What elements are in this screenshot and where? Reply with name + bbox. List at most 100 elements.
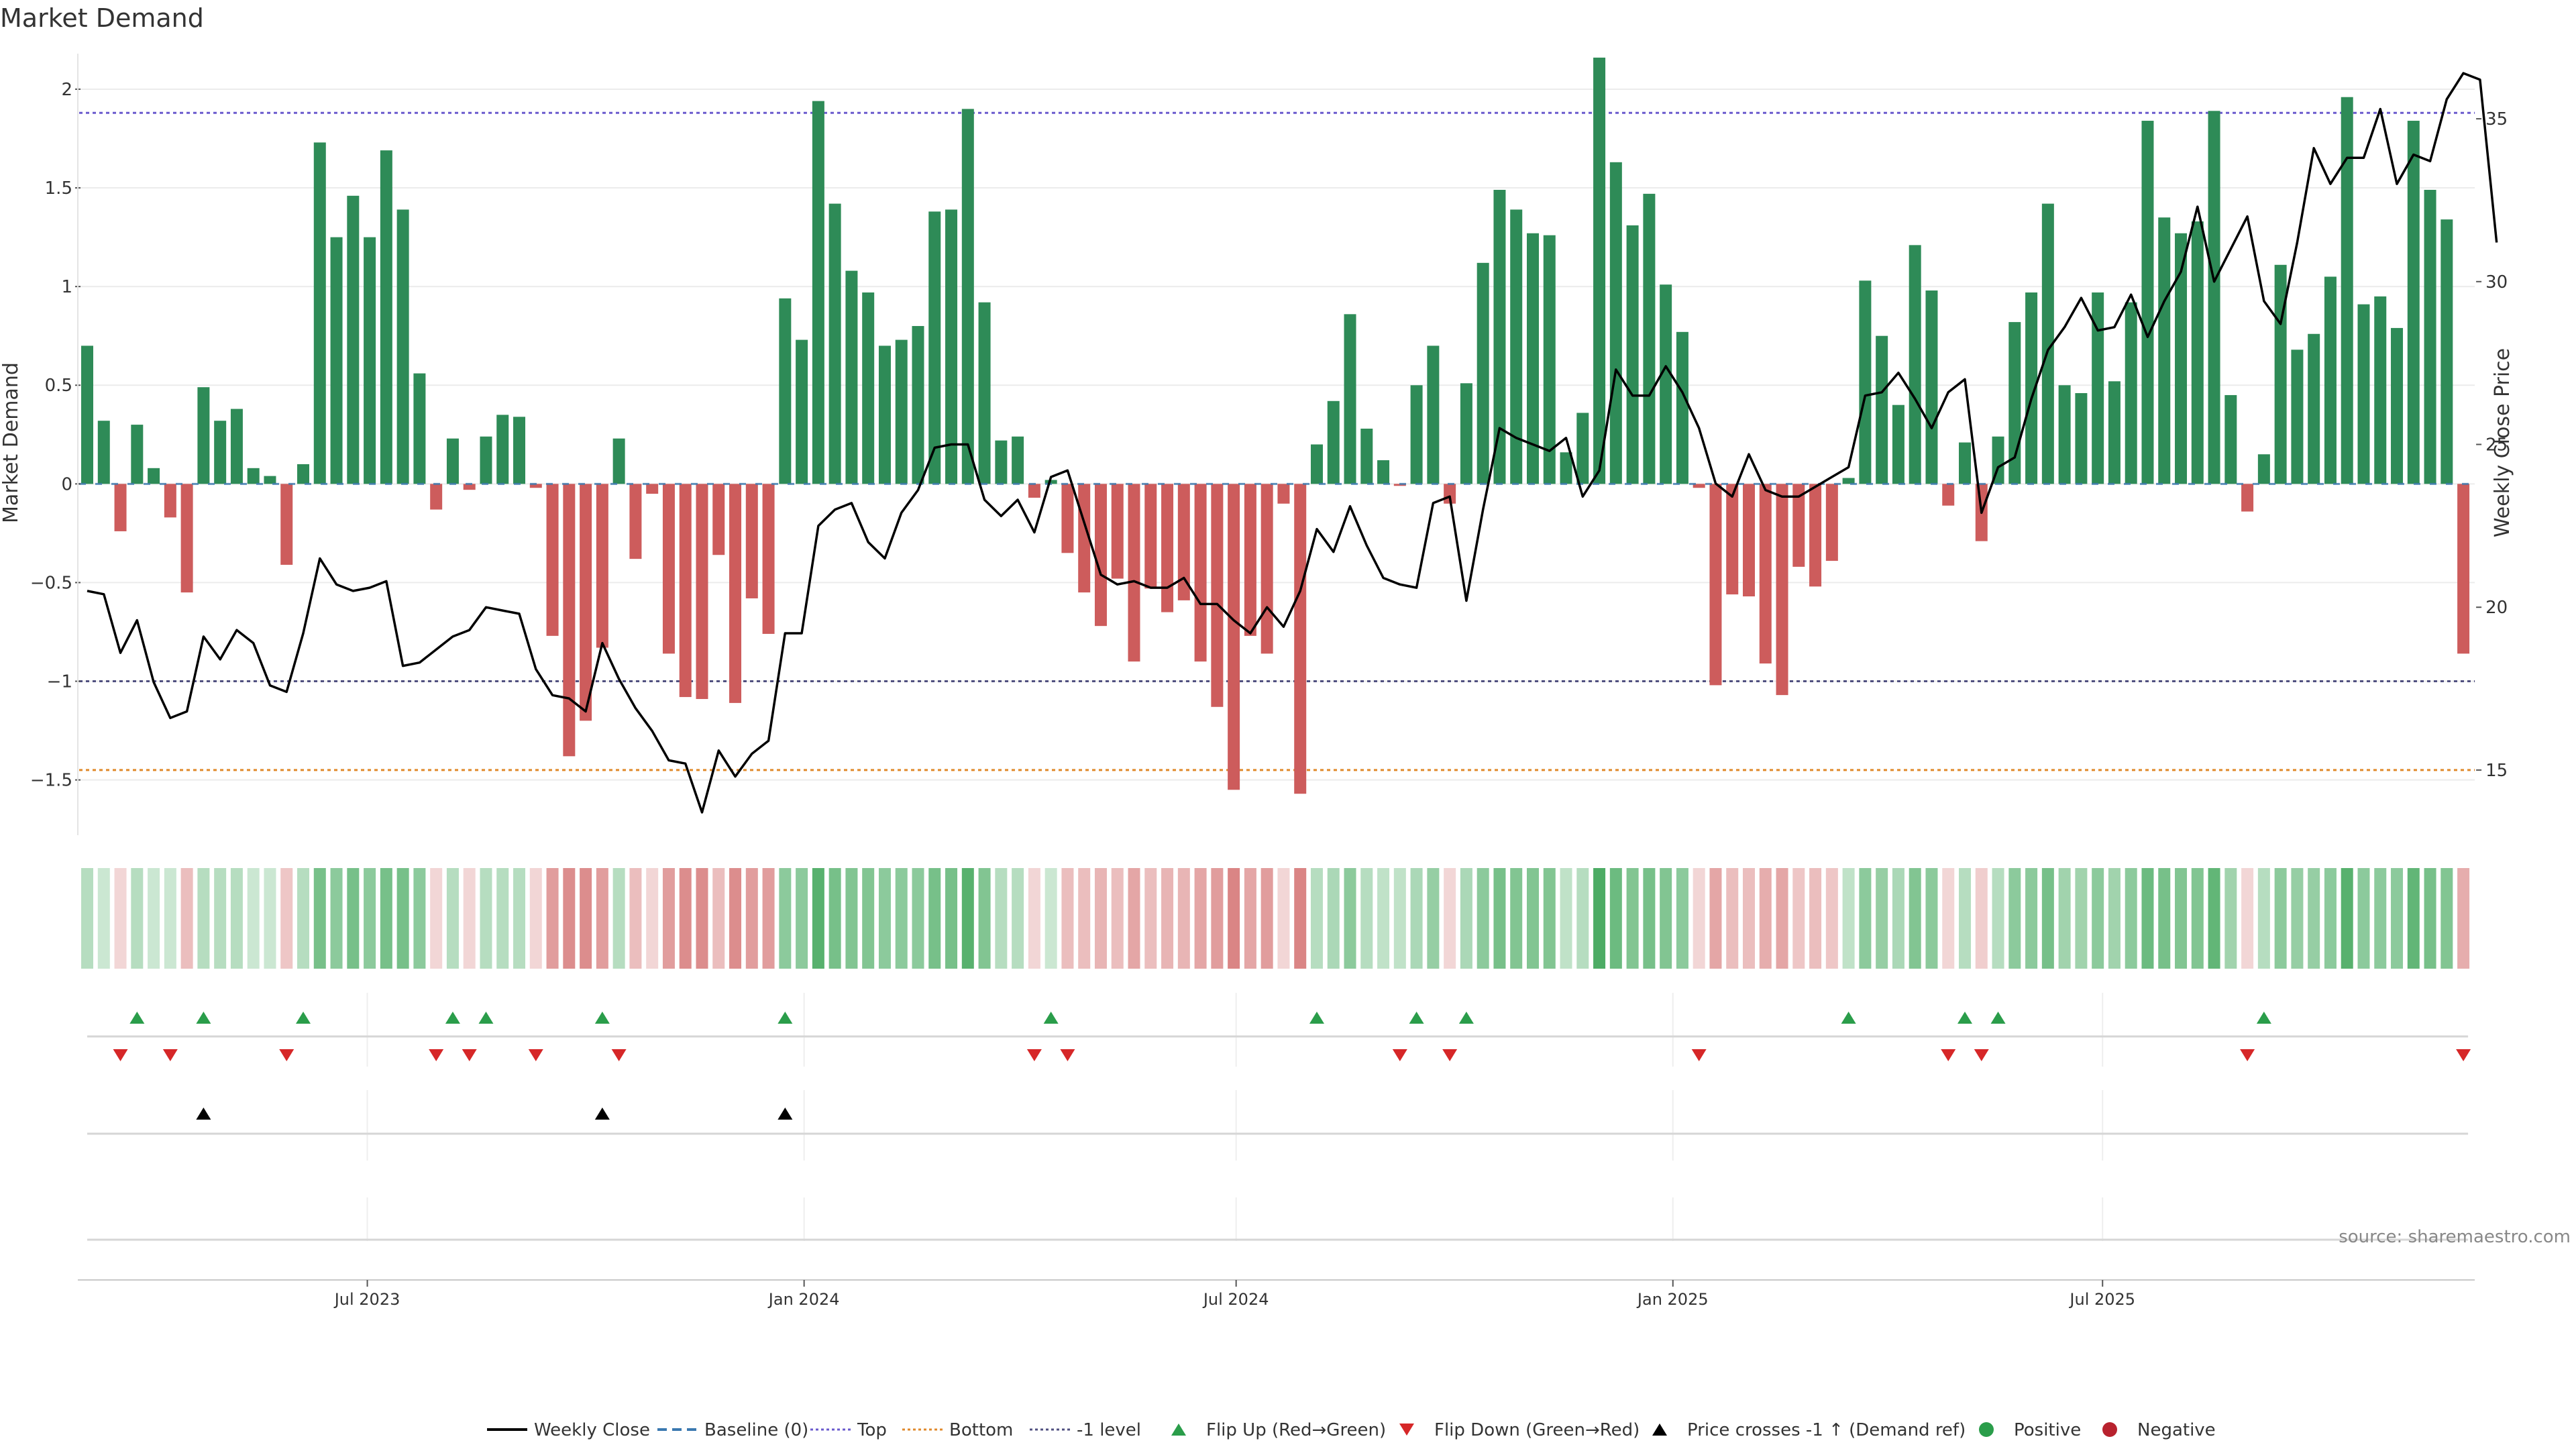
strip-cell [180, 868, 193, 969]
demand-bar [563, 484, 576, 757]
flip-up-marker [1957, 1012, 1973, 1024]
strip-cell [895, 868, 908, 969]
strip-cell [2291, 868, 2304, 969]
strip-cell [1909, 868, 1921, 969]
strip-cell [1776, 868, 1788, 969]
flip-down-marker [2240, 1049, 2255, 1061]
strip-cell [1310, 868, 1323, 969]
demand-bar [1709, 484, 1722, 686]
strip-cell [413, 868, 426, 969]
legend-swatch-up-triangle [1171, 1424, 1186, 1436]
price-cross-marker [594, 1108, 610, 1120]
strip-cell [81, 868, 93, 969]
strip-cell [2257, 868, 2270, 969]
strip-cell [1609, 868, 1622, 969]
demand-bar [114, 484, 127, 531]
demand-bar [1842, 478, 1855, 484]
demand-bar [1044, 480, 1057, 484]
demand-bar [1260, 484, 1273, 654]
flip-up-marker [594, 1012, 610, 1024]
right-tick-label: 35 [2485, 109, 2508, 129]
strip-cell [646, 868, 659, 969]
demand-bar [762, 484, 775, 634]
demand-bar [596, 484, 608, 648]
demand-bar [1128, 484, 1140, 662]
strip-cell [114, 868, 127, 969]
strip-cell [2424, 868, 2436, 969]
strip-cell [1859, 868, 1872, 969]
strip-cell [1128, 868, 1140, 969]
right-axis: 35 30 25 20 15 [2476, 109, 2508, 781]
demand-bar [1410, 385, 1423, 484]
flip-down-marker [1691, 1049, 1707, 1061]
demand-bar [1593, 57, 1606, 484]
strip-cell [745, 868, 758, 969]
demand-bar [1759, 484, 1772, 664]
strip-cell [729, 868, 742, 969]
legend-swatch-circle [1979, 1422, 1994, 1437]
strip-cell [1726, 868, 1739, 969]
x-tick-label: Jul 2024 [1202, 1290, 1269, 1309]
strip-cell [629, 868, 642, 969]
demand-bar [1344, 314, 1356, 484]
demand-bar [297, 464, 310, 484]
strip-cell [2391, 868, 2404, 969]
strip-cell [862, 868, 875, 969]
demand-bar [380, 150, 392, 484]
demand-bar [1377, 460, 1390, 484]
demand-bar [662, 484, 675, 654]
demand-bar [1876, 335, 1888, 484]
legend-label: Flip Up (Red→Green) [1206, 1420, 1386, 1440]
demand-bar [197, 387, 210, 484]
flip-up-marker [777, 1012, 793, 1024]
demand-bar [1111, 484, 1124, 579]
demand-bar [1526, 233, 1539, 484]
strip-cell [1526, 868, 1539, 969]
demand-bar [2424, 189, 2436, 484]
demand-bar [1609, 162, 1622, 484]
strip-cell [978, 868, 991, 969]
strip-cell [1925, 868, 1938, 969]
strip-cell [97, 868, 110, 969]
strip-cell [2341, 868, 2353, 969]
demand-bar [1211, 484, 1224, 707]
demand-bar [1809, 484, 1822, 587]
demand-bar [1892, 405, 1904, 484]
demand-bar [729, 484, 742, 703]
demand-bar [1493, 189, 1506, 484]
demand-bar [995, 440, 1008, 484]
flip-up-marker [1990, 1012, 2006, 1024]
strip-cell [961, 868, 974, 969]
left-tick-label: −1 [47, 672, 72, 692]
demand-bar [97, 421, 110, 484]
flip-up-marker [1043, 1012, 1059, 1024]
strip-cell [1510, 868, 1523, 969]
strip-cell [430, 868, 443, 969]
strip-cell [1028, 868, 1040, 969]
strip-cell [779, 868, 792, 969]
strip-cell [762, 868, 775, 969]
demand-bar [978, 302, 991, 484]
demand-bar [1012, 436, 1024, 484]
legend: Weekly Close Baseline (0) Top Bottom -1 leve… [487, 1420, 2216, 1440]
demand-bar [347, 195, 360, 484]
strip-cell [2141, 868, 2154, 969]
flip-down-marker [429, 1049, 444, 1061]
strip-cell [928, 868, 941, 969]
demand-bar [247, 468, 260, 484]
demand-bar [679, 484, 692, 698]
flip-up-marker [129, 1012, 145, 1024]
strip-cell [1743, 868, 1755, 969]
left-tick-label: 2 [61, 80, 72, 100]
demand-bar [446, 438, 459, 484]
strip-cell [563, 868, 576, 969]
strip-cell [1643, 868, 1656, 969]
demand-bar [1643, 193, 1656, 484]
demand-bar [313, 142, 326, 484]
x-axis: Jul 2023 Jan 2024 Jul 2024 Jan 2025 Jul 2025 [78, 1279, 2475, 1309]
demand-bar [912, 325, 924, 484]
demand-bar [1959, 442, 1972, 484]
weekly-close-polyline [87, 72, 2498, 814]
strip-cell [1792, 868, 1805, 969]
demand-bar [2175, 233, 2188, 484]
